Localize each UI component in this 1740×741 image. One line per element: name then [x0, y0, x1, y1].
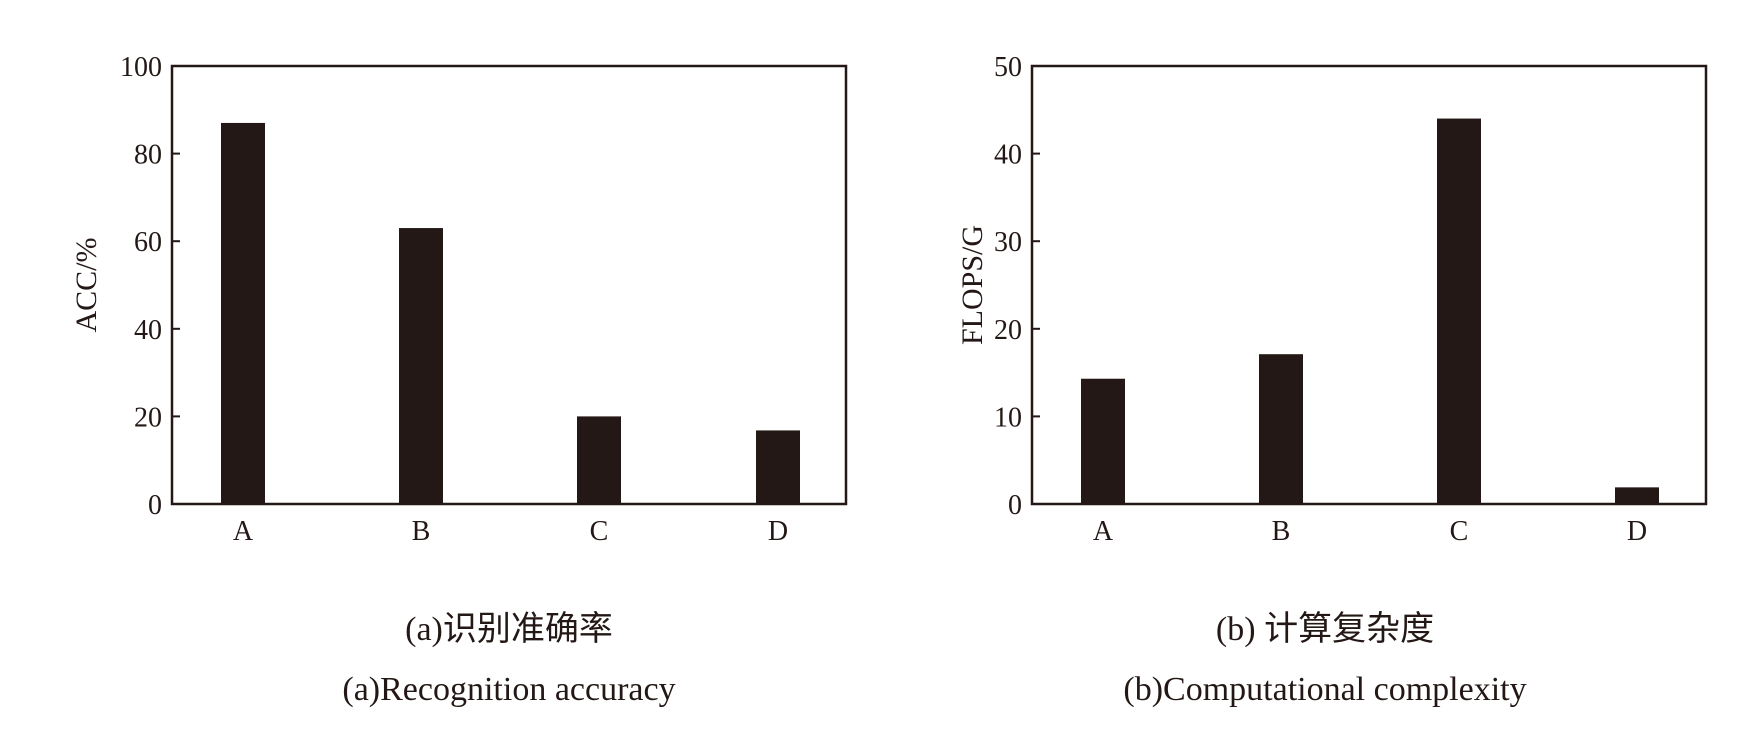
x-tick-label: D: [1627, 516, 1647, 547]
x-tick-label: B: [412, 516, 431, 547]
x-tick-label: C: [590, 516, 609, 547]
x-tick-label: A: [1093, 516, 1114, 547]
caption-cn: (b) 计算复杂度: [1216, 610, 1434, 648]
x-ticks: A B C D: [233, 496, 788, 547]
bar-b: [399, 228, 443, 504]
caption-en: (a)Recognition accuracy: [342, 671, 675, 708]
bar-c: [577, 416, 621, 504]
y-tick-label: 20: [134, 402, 162, 433]
y-tick-label: 0: [148, 490, 162, 521]
bar-d: [756, 430, 800, 504]
y-tick-label: 30: [994, 227, 1022, 258]
caption-en: (b)Computational complexity: [1123, 671, 1526, 708]
bar-a: [221, 122, 265, 504]
y-tick-label: 100: [120, 52, 162, 83]
bar-a: [1081, 378, 1125, 504]
bars: [221, 122, 800, 504]
plot-frame: [170, 64, 848, 506]
y-axis-label: ACC/%: [70, 237, 103, 332]
x-tick-label: C: [1450, 516, 1469, 547]
y-axis-label: FLOPS/G: [956, 225, 989, 345]
y-ticks: 0 10 20 30 40 50: [994, 52, 1040, 521]
bar-d: [1615, 487, 1659, 504]
y-tick-label: 80: [134, 140, 162, 171]
y-tick-label: 50: [994, 52, 1022, 83]
y-tick-label: 0: [1008, 490, 1022, 521]
bar-c: [1437, 118, 1481, 504]
y-tick-label: 20: [994, 315, 1022, 346]
y-tick-label: 60: [134, 227, 162, 258]
y-tick-label: 40: [994, 140, 1022, 171]
y-tick-label: 40: [134, 315, 162, 346]
x-tick-label: D: [768, 516, 788, 547]
chart-recognition-accuracy: 0 20 40 60 80 100 A B C D ACC/% (a)识别准确率 (a)Reco…: [70, 52, 848, 708]
bar-b: [1259, 354, 1303, 504]
bars: [1081, 118, 1659, 504]
x-ticks: A B C D: [1093, 496, 1647, 547]
caption-cn: (a)识别准确率: [405, 610, 613, 648]
x-tick-label: B: [1272, 516, 1291, 547]
y-tick-label: 10: [994, 402, 1022, 433]
x-tick-label: A: [233, 516, 254, 547]
chart-computational-complexity: 0 10 20 30 40 50 A B C D FLOPS/G (b) 计算复杂度 (b)Co…: [956, 52, 1708, 708]
y-ticks: 0 20 40 60 80 100: [120, 52, 180, 521]
plot-frame: [1030, 64, 1708, 506]
